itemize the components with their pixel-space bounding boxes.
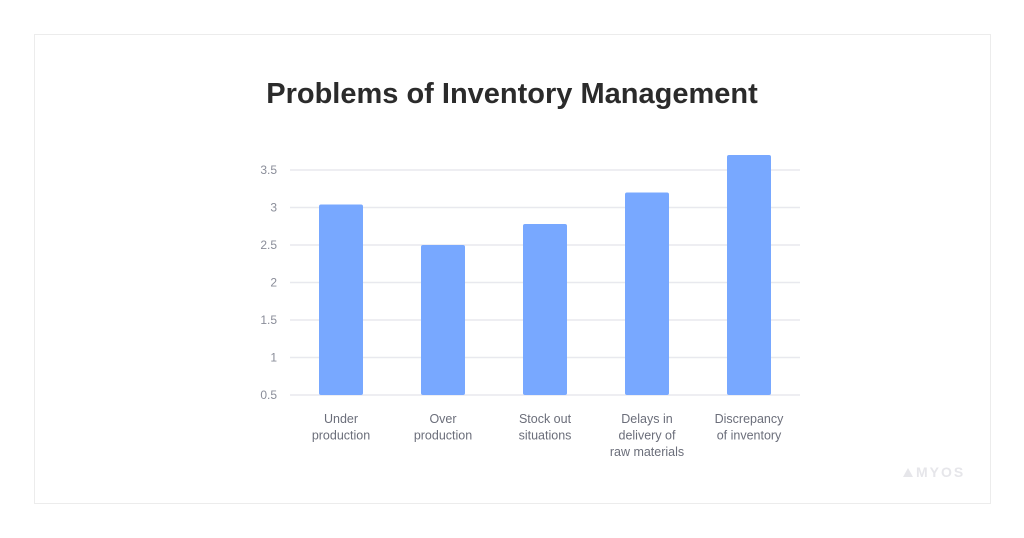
bar	[523, 224, 567, 395]
x-tick-label: Stock out	[519, 412, 572, 426]
chart-card	[34, 34, 991, 504]
bar	[421, 245, 465, 395]
y-tick-label: 2	[270, 276, 277, 290]
bar	[625, 192, 669, 395]
bar	[319, 204, 363, 395]
x-tick-label: Over	[429, 412, 456, 426]
x-tick-label: delivery of	[619, 429, 676, 443]
y-tick-label: 0.5	[260, 388, 277, 402]
y-tick-label: 3	[270, 201, 277, 215]
chart-title: Problems of Inventory Management	[266, 78, 758, 110]
x-tick-label: Under	[324, 412, 358, 426]
x-tick-label: situations	[519, 429, 572, 443]
x-tick-label: of inventory	[717, 429, 782, 443]
x-tick-label: production	[312, 429, 370, 443]
y-tick-label: 2.5	[260, 238, 277, 252]
y-tick-label: 3.5	[260, 163, 277, 177]
x-tick-label: production	[414, 429, 472, 443]
x-tick-label: Discrepancy	[715, 412, 785, 426]
logo-triangle-icon	[903, 468, 913, 477]
y-tick-label: 1.5	[260, 313, 277, 327]
x-tick-label: Delays in	[621, 412, 672, 426]
y-tick-label: 1	[270, 351, 277, 365]
myos-logo: MYOS	[903, 464, 965, 480]
x-tick-label: raw materials	[610, 445, 684, 459]
bar	[727, 155, 771, 395]
